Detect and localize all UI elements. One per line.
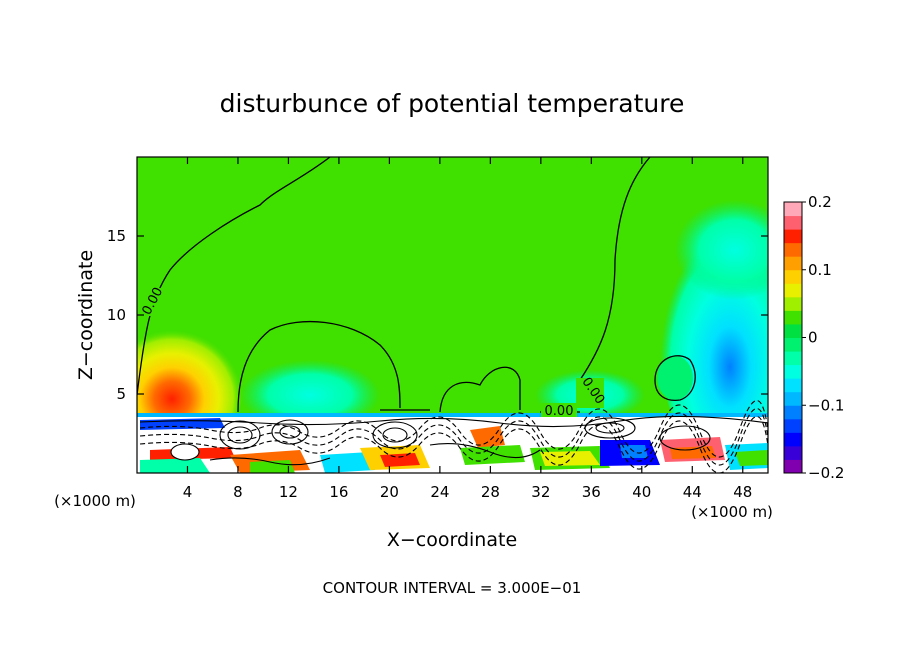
x-tick-label: 24: [430, 483, 449, 501]
boundary-patch-5: [320, 452, 375, 473]
colorbar-swatch: [784, 351, 802, 366]
x-tick-label: 8: [233, 483, 243, 501]
colorbar-swatch: [784, 364, 802, 379]
colorbar-swatch: [784, 256, 802, 271]
colorbar-swatch: [784, 418, 802, 433]
contour-zero-center: [237, 321, 401, 413]
colorbar: 0.2 0.1 0 −0.1 −0.2: [783, 193, 844, 482]
heatmap-region-cell-44: [657, 356, 693, 400]
y-tick-label: 15: [107, 227, 126, 245]
x-tick-label: 44: [683, 483, 702, 501]
contour-zero-cell-24: [439, 366, 521, 413]
plot-area: [137, 157, 768, 473]
boundary-patch-18: [140, 418, 225, 430]
contour-dense-boundary: [139, 399, 768, 473]
colorbar-swatch: [784, 269, 802, 284]
colorbar-swatch: [784, 432, 802, 447]
contour-interval-footer: CONTOUR INTERVAL = 3.000E−01: [323, 579, 582, 597]
colorbar-tick-label: 0.1: [808, 261, 832, 279]
x-tick-label: 36: [582, 483, 601, 501]
x-unit-label-left: (×1000 m): [54, 492, 136, 510]
x-tick-label: 32: [531, 483, 550, 501]
x-tick-label: 48: [733, 483, 752, 501]
x-tick-label: 16: [329, 483, 348, 501]
x-unit-label-right: (×1000 m): [691, 503, 773, 521]
x-tick-label: 40: [632, 483, 651, 501]
x-tick-label: 4: [183, 483, 193, 501]
colorbar-swatch: [784, 459, 802, 474]
colorbar-swatch: [784, 310, 802, 325]
x-axis: 4 8 12 16 20 24 28 32 36 40 44 48: [183, 157, 752, 501]
colorbar-swatch: [784, 445, 802, 460]
x-tick-label: 12: [279, 483, 298, 501]
x-tick-label: 28: [481, 483, 500, 501]
boundary-patch-9: [460, 445, 525, 465]
colorbar-tick-label: 0.2: [808, 193, 832, 211]
colorbar-swatch: [784, 296, 802, 311]
y-axis: 5 10 15: [107, 227, 768, 403]
boundary-patch-15: [670, 446, 716, 459]
y-tick-label: 5: [116, 385, 126, 403]
colorbar-tick-label: −0.2: [808, 464, 844, 482]
y-tick-label: 10: [107, 306, 126, 324]
contour-label-bg-3: [576, 378, 604, 408]
contour-label-bg-2: [541, 403, 577, 417]
x-tick-label: 20: [380, 483, 399, 501]
colorbar-swatch: [784, 391, 802, 406]
boundary-patch-2: [140, 458, 210, 473]
heatmap-region-cool-upper-right: [675, 200, 768, 300]
colorbar-swatch: [784, 378, 802, 393]
colorbar-swatch: [784, 202, 802, 217]
x-axis-label: X−coordinate: [387, 529, 517, 551]
contour-zero-right: [579, 157, 651, 381]
colorbar-swatch: [784, 283, 802, 298]
contour-zero-cell-44: [654, 355, 696, 401]
colorbar-tick-label: 0: [808, 329, 818, 347]
boundary-patch-17: [735, 450, 768, 466]
boundary-patch-11: [540, 451, 600, 466]
boundary-patch-8: [470, 426, 505, 448]
colorbar-tick-label: −0.1: [808, 396, 844, 414]
y-axis-label: Z−coordinate: [75, 250, 97, 380]
colorbar-swatch: [784, 229, 802, 244]
contour-label-group: 0.00 0.00 0.00: [139, 285, 607, 419]
contour-label-2: 0.00: [545, 404, 574, 419]
boundary-band-blue: [137, 413, 768, 417]
contour-zero-left: [137, 157, 331, 396]
colorbar-swatch: [784, 323, 802, 338]
boundary-patch-7: [380, 453, 420, 467]
heatmap-region-cool-center: [240, 360, 380, 430]
contour-label-bg-1: [140, 288, 174, 316]
colorbar-swatch: [784, 242, 802, 257]
boundary-patch-4: [250, 460, 295, 473]
chart-title: disturbunce of potential temperature: [220, 89, 685, 118]
colorbar-swatch: [784, 405, 802, 420]
colorbar-swatch: [784, 337, 802, 352]
colorbar-swatch: [784, 215, 802, 230]
